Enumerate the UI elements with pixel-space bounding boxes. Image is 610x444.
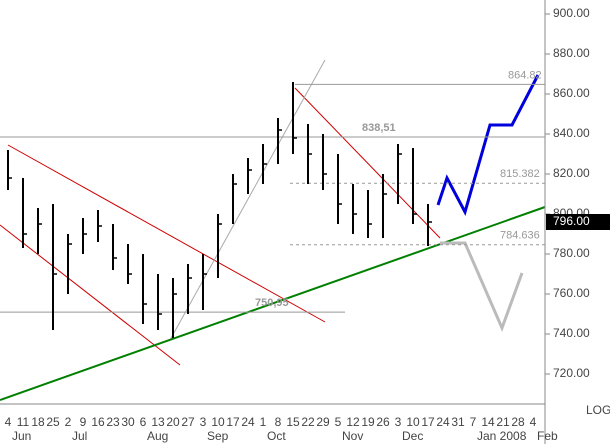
- x-tick-label: 22: [301, 415, 315, 429]
- x-tick-label: 3: [200, 415, 207, 429]
- scale-label: LOG: [586, 403, 610, 417]
- month-label: Jan 2008: [477, 429, 527, 443]
- x-tick-label: 6: [140, 415, 147, 429]
- x-tick-label: 14: [481, 415, 495, 429]
- y-tick-label: 840.00: [553, 126, 590, 140]
- x-tick-label: 24: [436, 415, 450, 429]
- channel-line: [0, 224, 181, 366]
- x-tick-label: 16: [91, 415, 105, 429]
- month-label: Jun: [12, 429, 31, 443]
- x-tick-label: 5: [335, 415, 342, 429]
- level-label: 864.82: [508, 69, 542, 81]
- channel-line: [294, 87, 441, 239]
- y-tick-label: 860.00: [553, 86, 590, 100]
- x-tick-label: 8: [275, 415, 282, 429]
- alt-forecast-path: [440, 241, 524, 333]
- x-tick-label: 28: [511, 415, 525, 429]
- level-label: 838,51: [362, 122, 396, 134]
- x-tick-label: 13: [151, 415, 165, 429]
- trend-lines: [0, 59, 546, 401]
- y-tick-label: 720.00: [553, 366, 590, 380]
- y-tick-label: 900.00: [553, 6, 590, 20]
- x-tick-label: 23: [106, 415, 120, 429]
- x-tick-label: 24: [241, 415, 255, 429]
- x-tick-label: 10: [211, 415, 225, 429]
- y-tick-label: 780.00: [553, 246, 590, 260]
- x-tick-label: 29: [316, 415, 330, 429]
- x-tick-label: 30: [121, 415, 135, 429]
- month-label: Aug: [147, 429, 168, 443]
- month-label: Oct: [267, 429, 286, 443]
- x-tick-label: 10: [406, 415, 420, 429]
- month-label: Feb: [537, 429, 558, 443]
- x-tick-label: 18: [31, 415, 45, 429]
- x-tick-label: 31: [451, 415, 465, 429]
- channel-line: [7, 144, 326, 323]
- y-tick-label: 880.00: [553, 46, 590, 60]
- x-tick-label: 21: [496, 415, 510, 429]
- x-tick-label: 17: [421, 415, 435, 429]
- level-label: 750,95: [255, 297, 289, 309]
- last-price-box: [546, 214, 610, 230]
- x-tick-label: 26: [376, 415, 390, 429]
- x-tick-label: 19: [361, 415, 375, 429]
- x-tick-label: 20: [166, 415, 180, 429]
- x-tick-label: 12: [346, 415, 360, 429]
- level-label: 815.382: [500, 168, 540, 180]
- y-tick-label: 740.00: [553, 326, 590, 340]
- x-tick-label: 9: [80, 415, 87, 429]
- y-tick-label: 760.00: [553, 286, 590, 300]
- x-tick-label: 4: [5, 415, 12, 429]
- y-tick-label: 820.00: [553, 166, 590, 180]
- x-tick-label: 1: [260, 415, 267, 429]
- support-line: [0, 206, 546, 401]
- x-tick-label: 25: [46, 415, 60, 429]
- trend-line: [169, 59, 326, 341]
- x-tick-label: 11: [17, 415, 30, 429]
- x-tick-label: 15: [286, 415, 300, 429]
- month-label: Sep: [207, 429, 229, 443]
- month-label: Nov: [342, 429, 363, 443]
- month-label: Dec: [402, 429, 423, 443]
- x-tick-label: 3: [395, 415, 402, 429]
- last-price-label: 796.00: [553, 214, 590, 228]
- x-tick-label: 4: [530, 415, 537, 429]
- x-tick-label: 27: [181, 415, 195, 429]
- level-label: 784.636: [500, 230, 540, 242]
- x-tick-label: 7: [470, 415, 477, 429]
- x-tick-label: 2: [65, 415, 72, 429]
- x-tick-label: 17: [226, 415, 240, 429]
- forecast-path: [436, 74, 540, 216]
- month-label: Jul: [72, 429, 87, 443]
